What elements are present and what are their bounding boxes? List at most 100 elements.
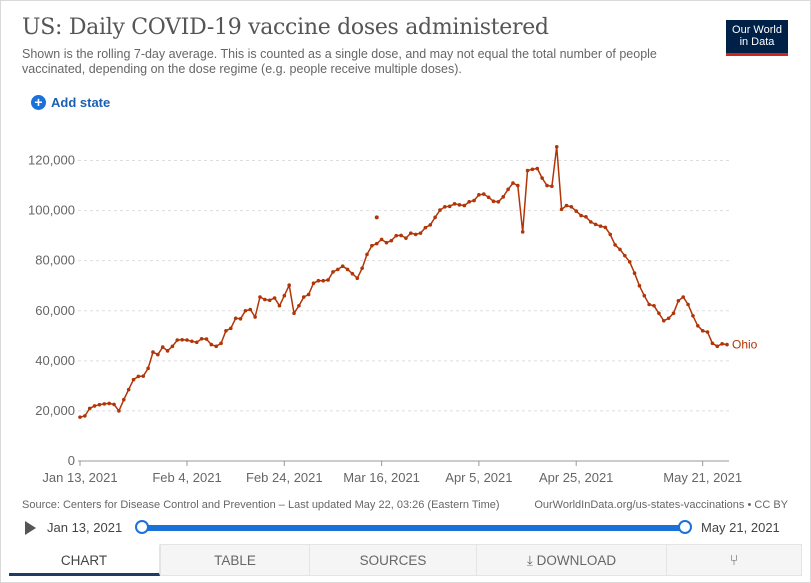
data-point bbox=[700, 328, 705, 333]
data-point bbox=[199, 337, 204, 341]
tab-download[interactable]: ⤓ DOWNLOAD bbox=[477, 544, 667, 576]
tab-table[interactable]: TABLE bbox=[160, 544, 310, 576]
data-point bbox=[642, 293, 647, 298]
data-point bbox=[516, 183, 520, 188]
data-point bbox=[160, 345, 165, 349]
x-tick-label: May 21, 2021 bbox=[663, 470, 742, 485]
data-point bbox=[78, 415, 82, 419]
plus-circle-icon: + bbox=[31, 95, 46, 110]
data-point bbox=[301, 295, 306, 299]
data-point bbox=[598, 224, 603, 228]
y-tick-label: 60,000 bbox=[35, 303, 75, 318]
data-point bbox=[691, 313, 695, 318]
data-point bbox=[287, 283, 291, 288]
data-point bbox=[277, 303, 282, 308]
data-point bbox=[97, 402, 102, 407]
outlier-point bbox=[374, 215, 379, 220]
data-point bbox=[219, 341, 223, 346]
data-point bbox=[253, 315, 257, 319]
timeline-start-handle[interactable] bbox=[135, 520, 149, 534]
data-point bbox=[472, 198, 476, 203]
data-point bbox=[647, 302, 651, 307]
line-chart[interactable]: 0 20,000 40,000 60,000 80,000 100,000 120,000 J… bbox=[1, 121, 811, 491]
data-point bbox=[107, 401, 111, 406]
data-point bbox=[696, 323, 700, 328]
add-state-button[interactable]: + Add state bbox=[31, 95, 110, 110]
tab-sources[interactable]: SOURCES bbox=[310, 544, 477, 576]
series-label-ohio: Ohio bbox=[732, 338, 758, 352]
data-point bbox=[584, 215, 588, 219]
data-point bbox=[258, 295, 262, 299]
source-url[interactable]: OurWorldInData.org/us-states-vaccination… bbox=[534, 499, 788, 511]
data-point bbox=[588, 220, 593, 224]
data-point bbox=[671, 311, 676, 316]
data-point bbox=[146, 366, 150, 371]
data-point bbox=[126, 387, 131, 392]
data-point bbox=[306, 292, 311, 297]
x-tick-label: Mar 16, 2021 bbox=[343, 470, 420, 485]
data-point bbox=[263, 297, 267, 302]
data-point bbox=[623, 253, 627, 258]
data-point bbox=[477, 193, 481, 197]
data-point bbox=[267, 298, 272, 303]
data-point bbox=[574, 209, 578, 213]
data-point bbox=[725, 342, 729, 347]
data-point bbox=[136, 374, 141, 379]
data-point bbox=[229, 326, 233, 331]
source-note: Source: Centers for Disease Control and … bbox=[22, 499, 500, 511]
logo-line-2: in Data bbox=[739, 36, 775, 48]
data-point bbox=[194, 340, 199, 345]
data-point bbox=[637, 283, 642, 288]
data-point bbox=[681, 295, 686, 299]
data-point bbox=[486, 195, 491, 200]
data-point bbox=[224, 328, 228, 333]
data-point bbox=[238, 316, 243, 321]
tab-chart[interactable]: CHART bbox=[9, 544, 160, 576]
tab-share[interactable]: ⑂ bbox=[667, 544, 802, 576]
data-point bbox=[370, 243, 374, 248]
data-point bbox=[292, 311, 296, 316]
data-point bbox=[710, 341, 715, 346]
timeline: Jan 13, 2021 May 21, 2021 bbox=[21, 517, 791, 539]
data-point bbox=[632, 271, 637, 275]
data-point bbox=[423, 225, 428, 230]
download-icon: ⤓ bbox=[526, 553, 533, 568]
data-point bbox=[501, 195, 506, 199]
data-point bbox=[564, 203, 569, 208]
data-point bbox=[121, 397, 126, 402]
data-point bbox=[676, 298, 681, 303]
tab-table-label: TABLE bbox=[214, 553, 256, 568]
timeline-track[interactable] bbox=[142, 525, 685, 531]
data-point bbox=[418, 231, 423, 235]
y-tick-label: 40,000 bbox=[35, 353, 75, 368]
data-point bbox=[185, 338, 189, 342]
play-icon[interactable] bbox=[25, 521, 36, 535]
tab-sources-label: SOURCES bbox=[359, 553, 427, 568]
data-point bbox=[92, 404, 97, 408]
data-point bbox=[316, 278, 321, 283]
data-point bbox=[360, 266, 364, 270]
data-point bbox=[462, 203, 467, 208]
data-point bbox=[705, 330, 710, 334]
data-point bbox=[102, 402, 107, 406]
data-point bbox=[457, 203, 462, 207]
data-point bbox=[666, 316, 671, 321]
data-point bbox=[661, 318, 666, 323]
data-point bbox=[491, 199, 496, 204]
data-point bbox=[331, 270, 335, 274]
data-point bbox=[156, 352, 160, 357]
x-tick-label: Jan 13, 2021 bbox=[42, 470, 117, 485]
timeline-end-handle[interactable] bbox=[678, 520, 692, 534]
data-point bbox=[715, 344, 720, 349]
owid-logo[interactable]: Our World in Data bbox=[726, 20, 788, 56]
y-tick-label: 0 bbox=[68, 453, 75, 468]
data-point bbox=[355, 276, 360, 281]
data-point bbox=[321, 278, 326, 283]
data-point bbox=[593, 222, 598, 227]
data-point bbox=[540, 176, 544, 180]
y-tick-label: 120,000 bbox=[28, 153, 75, 168]
data-point bbox=[204, 337, 209, 341]
data-point bbox=[180, 338, 184, 342]
data-point bbox=[569, 205, 574, 209]
data-point bbox=[248, 307, 253, 312]
